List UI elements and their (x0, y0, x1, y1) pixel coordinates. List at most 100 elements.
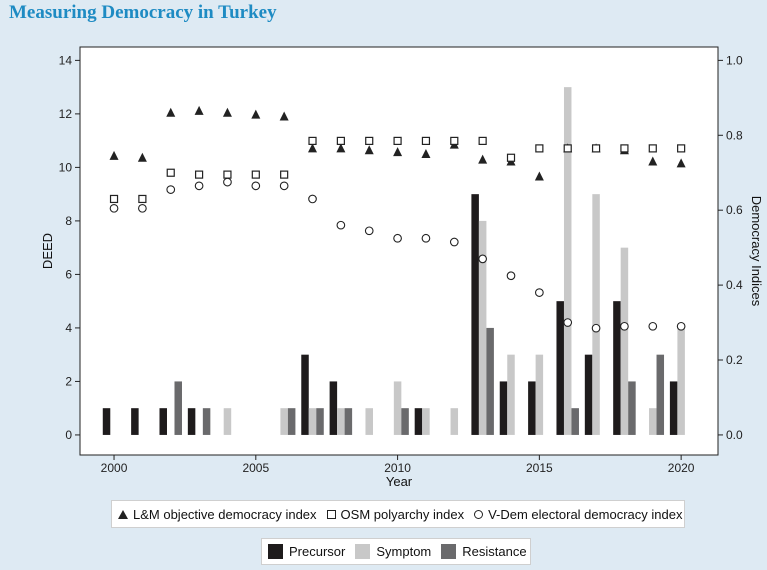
y-left-tick-label-12: 12 (59, 107, 73, 121)
point-circle-2005 (251, 181, 261, 191)
point-square-2012 (450, 136, 459, 146)
bar-precursor-2008 (329, 381, 338, 435)
point-circle-2014 (506, 271, 516, 281)
bar-precursor-2016 (556, 301, 564, 435)
bar-precursor-2001 (131, 408, 139, 435)
point-triangle-2006 (279, 111, 289, 121)
bar-resistance-2007 (316, 408, 324, 435)
bar-symptom-2014 (507, 354, 515, 435)
page-title: Measuring Democracy in Turkey (9, 2, 277, 23)
bar-resistance-2003 (202, 408, 211, 435)
y-axis-label-left: DEED (40, 233, 55, 269)
legend-item-precursor: Precursor (268, 544, 345, 559)
point-square-2006 (280, 170, 289, 179)
legend-item-vdem: V-Dem electoral democracy index (474, 507, 682, 522)
point-triangle-2001 (137, 152, 147, 162)
bar-symptom-2020 (677, 327, 685, 435)
y-left-tick-label-2: 2 (65, 374, 72, 388)
bar-precursor-2014 (499, 381, 508, 435)
bar-precursor-2020 (669, 381, 678, 435)
x-tick-label-2020: 2020 (668, 461, 695, 475)
legend-item-osm: OSM polyarchy index (326, 507, 464, 522)
point-triangle-2009 (364, 145, 374, 155)
bar-resistance-2008 (344, 408, 353, 435)
bar-symptom-2018 (620, 247, 629, 435)
y-right-tick-label-0.4: 0.4 (726, 278, 743, 292)
point-circle-2012 (449, 237, 459, 247)
bar-resistance-2018 (628, 381, 636, 435)
point-circle-2015 (535, 288, 544, 297)
point-triangle-2007 (308, 143, 318, 153)
triangle-marker-icon (118, 509, 128, 519)
legend-item-symptom: Symptom (355, 544, 431, 559)
legend-label-symptom: Symptom (376, 544, 432, 559)
event-legend: Precursor Symptom Resistance (261, 538, 531, 565)
y-left-tick-label-4: 4 (65, 321, 72, 335)
point-circle-2019 (648, 321, 658, 331)
point-triangle-2008 (336, 143, 346, 153)
point-triangle-2015 (534, 171, 544, 181)
bar-symptom-2013 (478, 220, 487, 435)
point-triangle-2020 (676, 158, 686, 168)
axes-layer: 2000 2005 2010 2015 2020 0 2 4 6 8 10 12 14 0.0 0.2 0.4… (59, 53, 743, 475)
y-left-tick-label-14: 14 (59, 53, 73, 67)
legend-item-resistance: Resistance (441, 544, 527, 559)
point-circle-2004 (223, 177, 232, 187)
democracy-chart: 2000 2005 2010 2015 2020 0 2 4 6 8 10 12 14 0.0 0.2 0.4… (40, 46, 764, 489)
point-square-2003 (194, 170, 204, 179)
point-circle-2008 (336, 220, 346, 230)
point-triangle-2004 (222, 107, 232, 117)
y-left-tick-label-0: 0 (65, 428, 72, 442)
point-circle-2010 (393, 233, 402, 243)
point-circle-2017 (591, 323, 601, 333)
bar-symptom-2015 (535, 354, 544, 435)
x-tick-label-2005: 2005 (242, 461, 269, 475)
bar-precursor-2015 (528, 381, 536, 435)
point-square-2014 (506, 153, 516, 162)
x-axis-label: Year (386, 474, 413, 489)
plot-frame (79, 46, 719, 456)
y-right-tick-label-0.8: 0.8 (726, 128, 743, 142)
x-tick-label-2010: 2010 (384, 461, 411, 475)
point-circle-2007 (308, 194, 317, 204)
x-tick-label-2015: 2015 (526, 461, 553, 475)
bar-symptom-2004 (223, 408, 232, 435)
bar-symptom-2011 (422, 408, 430, 435)
point-circle-2020 (676, 321, 686, 331)
point-square-2002 (166, 168, 175, 177)
point-circle-2018 (620, 321, 629, 331)
point-square-2009 (365, 136, 374, 146)
point-circle-2001 (138, 203, 147, 213)
point-square-2016 (563, 144, 572, 153)
legend-label-resistance: Resistance (462, 544, 527, 559)
y-left-tick-label-6: 6 (65, 267, 72, 281)
point-square-2007 (308, 136, 317, 146)
bar-symptom-2007 (308, 408, 317, 435)
bar-resistance-2013 (486, 327, 494, 435)
point-square-2008 (336, 136, 345, 146)
legend-label-vdem: V-Dem electoral democracy index (488, 506, 683, 522)
y-right-tick-label-0.6: 0.6 (726, 203, 743, 217)
symptom-swatch-icon (355, 544, 371, 559)
bar-symptom-2009 (365, 408, 373, 435)
point-circle-2013 (478, 254, 487, 264)
point-circle-2000 (109, 203, 119, 213)
y-right-tick-label-1.0: 1.0 (726, 53, 743, 67)
point-square-2020 (677, 144, 686, 153)
x-tick-label-2000: 2000 (101, 461, 128, 475)
bar-precursor-2003 (187, 408, 196, 435)
point-triangle-2005 (251, 109, 261, 119)
legend-label-lm: L&M objective democracy index (133, 506, 317, 522)
point-circle-2006 (279, 181, 289, 191)
bar-resistance-2006 (287, 408, 296, 435)
bar-resistance-2002 (174, 381, 182, 435)
bar-symptom-2010 (393, 381, 402, 435)
circle-marker-icon (474, 509, 484, 519)
point-square-2013 (478, 136, 487, 146)
index-legend: L&M objective democracy index OSM polyar… (111, 500, 685, 528)
bars-layer (102, 87, 685, 435)
point-triangle-2003 (194, 105, 204, 115)
point-square-2005 (251, 170, 260, 179)
point-circle-2003 (194, 181, 204, 191)
bar-resistance-2016 (571, 408, 579, 435)
